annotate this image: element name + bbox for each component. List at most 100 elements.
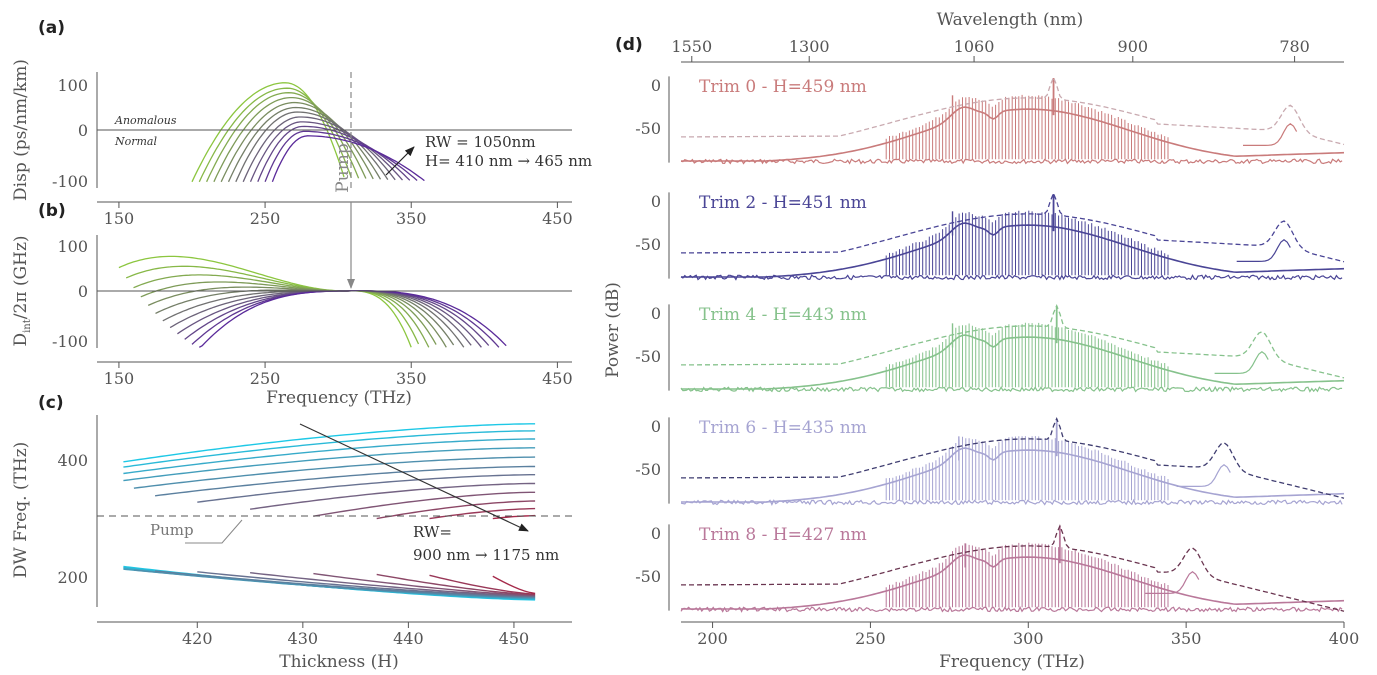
panel-c-upper-branch	[197, 474, 536, 503]
panel-a-normal-label: Normal	[114, 135, 157, 148]
panel-a-series-line	[235, 111, 389, 183]
panel-d-series-label: Trim 0 - H=459 nm	[699, 77, 867, 97]
panel-b-xticks: 150 250 350 450	[104, 362, 573, 388]
panel-c-upper-branch	[123, 447, 536, 482]
panel-d-ytick-label: -50	[635, 235, 661, 254]
panel-a-series-line	[257, 125, 411, 183]
panel-c-curves	[123, 423, 536, 601]
panel-a-ytick-0: 0	[78, 121, 88, 140]
panel-c-upper-branch	[123, 430, 536, 468]
panel-b-xtick-tick-label: 450	[542, 369, 573, 388]
panel-a-annotation-line2: H= 410 nm → 465 nm	[425, 152, 592, 170]
panel-c-upper-branch	[313, 491, 536, 517]
panel-a-xtick-tick-label: 350	[396, 209, 427, 228]
panel-a-ytick-100: 100	[57, 76, 88, 95]
panel-d-xtick-tick-label: 200	[697, 629, 728, 648]
panel-c-pump-leader	[185, 519, 243, 544]
panel-b-ytick-100: 100	[57, 237, 88, 256]
panel-b-xtick-tick-label: 250	[250, 369, 281, 388]
panel-a-series-line	[242, 116, 396, 183]
panel-c-lower-branch	[313, 572, 536, 596]
panel-b-ylabel: Dint/2π (GHz)	[11, 235, 33, 346]
panel-d-envelope	[681, 554, 1345, 610]
panel-d-series-label: Trim 8 - H=427 nm	[699, 525, 867, 545]
panel-c-xlabel: Thickness (H)	[279, 652, 399, 672]
panel-a-arrow	[385, 146, 415, 176]
panel-d-series-label: Trim 4 - H=443 nm	[699, 305, 867, 325]
panel-a-series-line	[249, 121, 403, 183]
panel-c-upper-branch	[250, 482, 536, 510]
panel-d-top-tick-label: 780	[1279, 37, 1310, 56]
panel-d-ytick-label: 0	[651, 76, 661, 95]
panel-c-upper-branch	[123, 423, 536, 463]
panel-b-series-line	[184, 290, 490, 346]
panel-c-xtick-tick-label: 450	[499, 629, 530, 648]
panel-d-envelope	[681, 106, 1345, 162]
panel-c-xtick-tick-label: 440	[393, 629, 424, 648]
panel-c-pump-label: Pump	[150, 521, 194, 539]
panel-a-annotation-line1: RW = 1050nm	[425, 133, 536, 151]
panel-d-dw-peak	[1236, 239, 1291, 262]
panel-a-anomalous-label: Anomalous	[114, 114, 177, 127]
panel-a-series-line	[264, 130, 418, 183]
panel-d-xtick-tick-label: 300	[1013, 629, 1044, 648]
panel-c-annotation-line2: 900 nm → 1175 nm	[413, 546, 559, 564]
panel-c-lower-branch	[155, 570, 536, 598]
panel-c-xtick-tick-label: 430	[288, 629, 319, 648]
panel-c-xtick-tick-label: 420	[182, 629, 213, 648]
panel-d-noise-floor	[680, 158, 1343, 165]
panel-d-dw-peak	[1145, 571, 1200, 594]
panel-a-series-line	[220, 101, 374, 183]
panel-c-upper-branch	[376, 500, 536, 520]
panel-c-ytick-400: 400	[57, 451, 88, 470]
panel-b-integrated-dispersion: 100 0 -100 Dint/2π (GHz) 150 250 350 450 Fr…	[11, 202, 573, 408]
panel-d-top-tick-label: 900	[1118, 37, 1149, 56]
panel-d-subpanel: 0 -50 Trim 6 - H=435 nm	[635, 417, 1345, 506]
panel-a-xtick-tick-label: 450	[542, 209, 573, 228]
panel-b-series-line	[155, 289, 455, 346]
panel-d-dw-peak	[1243, 123, 1298, 146]
panel-d-xticks: 200 250 300 350 400	[697, 622, 1359, 648]
panel-d-comb-lines	[885, 542, 1169, 608]
panel-c-dw-frequency: 400 200 DW Freq. (THz) Pump RW= 900 nm →…	[11, 415, 572, 672]
panel-d-ylabel: Power (dB)	[603, 282, 623, 378]
panel-d-ytick-label: 0	[651, 192, 661, 211]
panel-d-ytick-label: -50	[635, 567, 661, 586]
panel-c-annotation-line1: RW=	[413, 523, 452, 541]
panel-a-letter: (a)	[38, 18, 65, 38]
panel-c-upper-branch	[123, 438, 536, 475]
panel-b-series-line	[133, 274, 430, 348]
panel-a-xticks: 150 250 350 450	[104, 202, 573, 228]
panel-c-upper-branch	[133, 456, 536, 489]
panel-d-ytick-label: 0	[651, 524, 661, 543]
panel-d-simulation-dashed	[681, 417, 1345, 499]
panel-d-subpanel: 0 -50 Trim 4 - H=443 nm	[635, 304, 1345, 393]
panel-d-xlabel: Frequency (THz)	[939, 652, 1085, 672]
panel-d-comb-lines	[885, 436, 1169, 501]
panel-a-pump-label: Pump	[333, 143, 353, 193]
panel-d-subpanel: 0 -50 Trim 8 - H=427 nm	[635, 524, 1345, 613]
panel-d-top-ticks: 1550 1300 1060 900 780	[671, 37, 1310, 62]
panel-c-ylabel: DW Freq. (THz)	[11, 442, 31, 579]
panel-d-subpanels: 0 -50 Trim 0 - H=459 nm 0 -50 Trim 2 - H=451 …	[635, 75, 1345, 613]
panel-d-ytick-label: -50	[635, 460, 661, 479]
panel-b-ytick-0: 0	[78, 282, 88, 301]
panel-d-noise-floor	[680, 498, 1343, 506]
panel-d-envelope	[681, 334, 1345, 390]
panel-d-series-label: Trim 6 - H=435 nm	[699, 418, 867, 438]
panel-a-xtick-tick-label: 150	[104, 209, 135, 228]
panel-d-ytick-label: -50	[635, 119, 661, 138]
panel-d-top-tick-label: 1550	[671, 37, 712, 56]
panel-a-xtick-tick-label: 250	[250, 209, 281, 228]
panel-d-dw-peak	[1176, 464, 1231, 487]
panel-a-curves	[191, 82, 425, 183]
panel-d-ytick-label: 0	[651, 417, 661, 436]
panel-c-ytick-200: 200	[57, 568, 88, 587]
panel-d-dw-peak	[1214, 351, 1269, 374]
panel-d-ytick-label: -50	[635, 347, 661, 366]
panel-d-top-axis-label: Wavelength (nm)	[937, 10, 1084, 30]
panel-b-ytick-m100: -100	[52, 332, 88, 351]
panel-d-xtick-tick-label: 400	[1329, 629, 1360, 648]
panel-d-ytick-label: 0	[651, 304, 661, 323]
panel-c-lower-branch	[376, 573, 536, 596]
